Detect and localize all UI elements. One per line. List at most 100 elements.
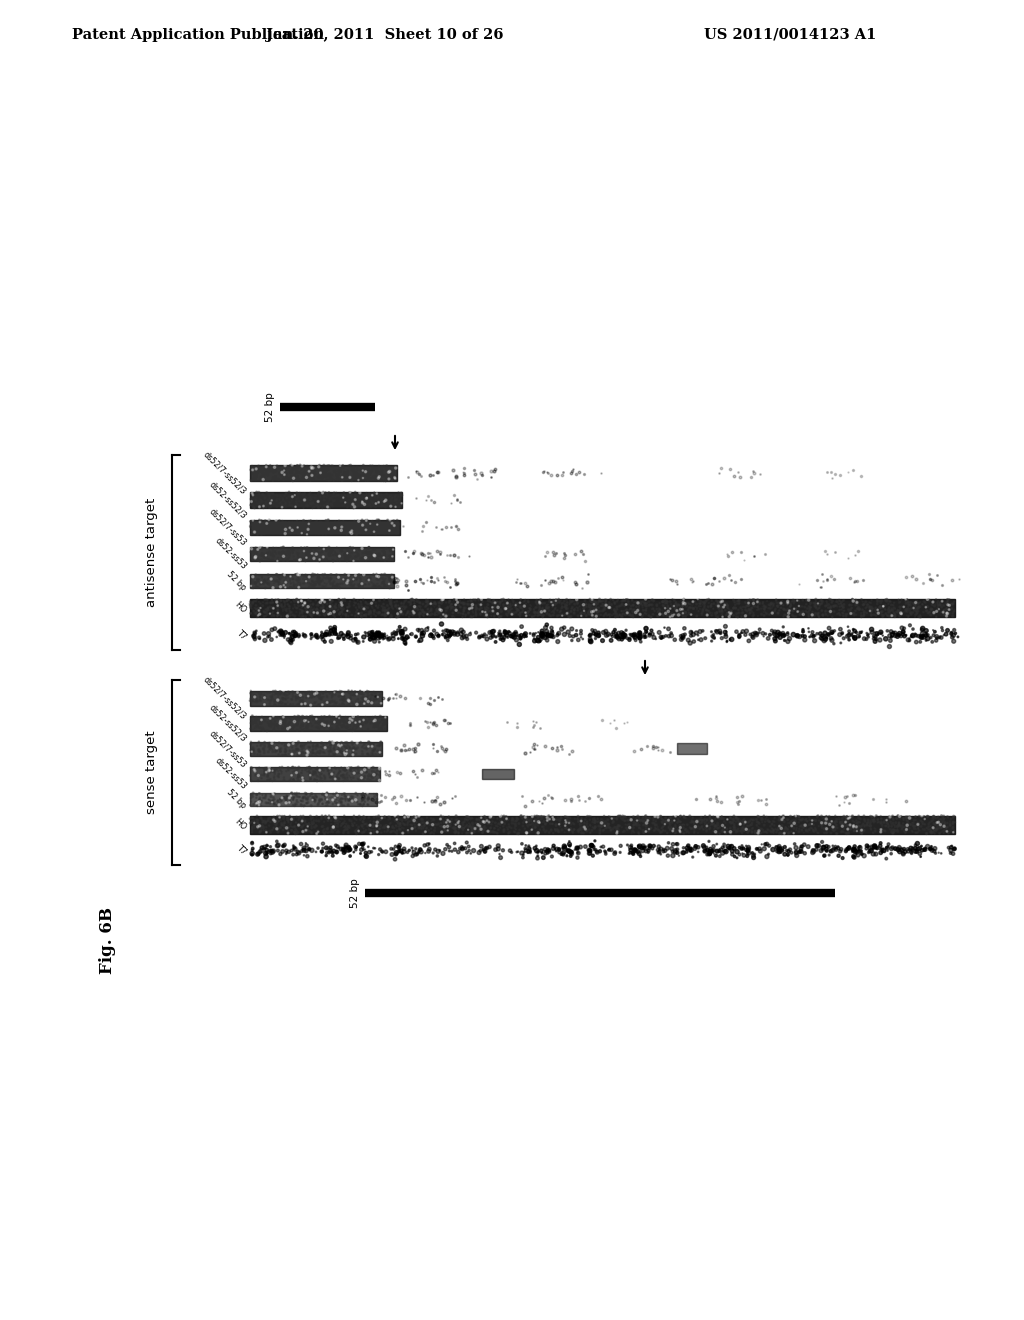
Point: [505, 590, 521, 611]
Point: [425, 842, 441, 863]
Point: [928, 842, 944, 863]
Point: [248, 692, 264, 713]
Point: [943, 821, 959, 842]
Point: [426, 822, 442, 843]
Point: [302, 603, 318, 624]
Point: [525, 738, 542, 759]
Point: [286, 682, 302, 704]
Point: [950, 569, 967, 590]
Point: [300, 524, 316, 545]
Point: [502, 599, 518, 620]
Point: [786, 590, 803, 611]
Point: [722, 817, 738, 838]
Point: [291, 469, 307, 490]
Point: [303, 822, 319, 843]
Point: [388, 816, 404, 837]
Point: [270, 469, 287, 490]
Point: [251, 496, 267, 517]
Point: [696, 812, 713, 833]
Point: [668, 807, 684, 828]
Point: [658, 810, 675, 832]
Point: [331, 759, 347, 780]
Point: [330, 511, 346, 532]
Point: [873, 812, 890, 833]
Point: [356, 767, 373, 788]
Point: [699, 809, 716, 830]
Point: [278, 843, 294, 865]
Point: [824, 622, 841, 643]
Point: [295, 709, 311, 730]
Point: [673, 805, 689, 826]
Point: [303, 574, 319, 595]
Point: [703, 631, 720, 652]
Point: [294, 715, 310, 737]
Point: [359, 686, 376, 708]
Point: [464, 813, 480, 834]
Point: [260, 841, 276, 862]
Point: [311, 482, 328, 503]
Point: [284, 490, 300, 511]
Point: [344, 570, 360, 591]
Point: [254, 566, 270, 587]
Point: [941, 599, 957, 620]
Point: [561, 626, 578, 647]
Point: [805, 841, 821, 862]
Point: [585, 809, 601, 830]
Point: [406, 540, 422, 561]
Point: [721, 603, 737, 624]
Point: [586, 623, 602, 644]
Point: [274, 624, 291, 645]
Point: [920, 589, 936, 610]
Point: [435, 605, 452, 626]
Point: [335, 589, 351, 610]
Point: [850, 816, 866, 837]
Point: [830, 838, 847, 859]
Point: [461, 598, 477, 619]
Point: [617, 590, 634, 611]
Point: [263, 734, 280, 755]
Point: [378, 537, 394, 558]
Point: [243, 461, 259, 482]
Point: [611, 628, 628, 649]
Point: [420, 598, 436, 619]
Point: [279, 483, 295, 504]
Point: [737, 810, 754, 832]
Point: [376, 543, 392, 564]
Point: [258, 817, 274, 838]
Point: [262, 603, 279, 624]
Point: [265, 708, 282, 729]
Point: [482, 627, 499, 648]
Point: [817, 622, 834, 643]
Point: [357, 570, 374, 591]
Point: [944, 627, 961, 648]
Point: [308, 764, 325, 785]
Point: [623, 595, 639, 616]
Point: [293, 791, 309, 812]
Point: [319, 458, 336, 479]
Point: [249, 602, 265, 623]
Point: [260, 734, 276, 755]
Point: [471, 818, 487, 840]
Point: [905, 816, 922, 837]
Point: [494, 606, 510, 627]
Point: [561, 834, 578, 855]
Point: [725, 605, 741, 626]
Point: [639, 808, 655, 829]
Point: [331, 763, 347, 784]
Point: [248, 564, 264, 585]
Point: [368, 520, 384, 541]
Point: [360, 690, 377, 711]
Point: [257, 758, 273, 779]
Point: [528, 840, 545, 861]
Point: [328, 810, 344, 832]
Point: [377, 601, 393, 622]
Point: [464, 606, 480, 627]
Point: [310, 566, 327, 587]
Point: [443, 598, 460, 619]
Point: [281, 743, 297, 764]
Point: [279, 606, 295, 627]
Point: [321, 763, 337, 784]
Point: [349, 457, 366, 478]
Point: [512, 593, 528, 614]
Point: [375, 470, 391, 491]
